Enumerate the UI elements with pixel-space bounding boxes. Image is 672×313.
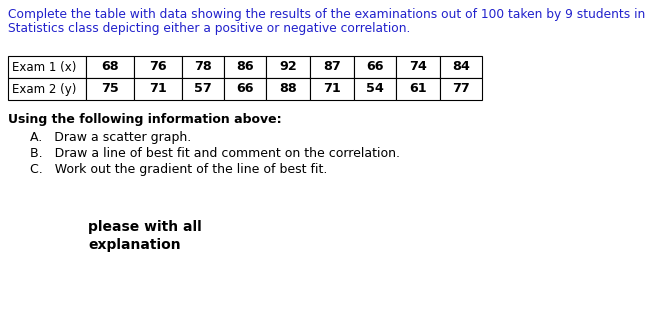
Text: 66: 66 <box>366 60 384 74</box>
Text: 71: 71 <box>149 83 167 95</box>
Bar <box>310 56 354 78</box>
Bar <box>310 78 354 100</box>
Text: 57: 57 <box>194 83 212 95</box>
Bar <box>86 56 134 78</box>
Text: 88: 88 <box>279 83 297 95</box>
Text: 87: 87 <box>323 60 341 74</box>
Text: 61: 61 <box>409 83 427 95</box>
Text: please with all: please with all <box>88 220 202 234</box>
Text: 76: 76 <box>149 60 167 74</box>
Text: Statistics class depicting either a positive or negative correlation.: Statistics class depicting either a posi… <box>8 22 411 35</box>
Bar <box>8 56 86 78</box>
Bar <box>182 56 224 78</box>
Bar <box>266 56 310 78</box>
Text: 68: 68 <box>101 60 119 74</box>
Bar <box>440 78 482 100</box>
Text: 71: 71 <box>323 83 341 95</box>
Text: Exam 2 (y): Exam 2 (y) <box>12 83 77 95</box>
Text: Using the following information above:: Using the following information above: <box>8 113 282 126</box>
Bar <box>354 78 396 100</box>
Text: 78: 78 <box>194 60 212 74</box>
Bar <box>134 56 182 78</box>
Bar <box>86 78 134 100</box>
Text: C.   Work out the gradient of the line of best fit.: C. Work out the gradient of the line of … <box>30 163 327 176</box>
Text: 54: 54 <box>366 83 384 95</box>
Text: 86: 86 <box>236 60 254 74</box>
Bar <box>224 78 266 100</box>
Text: explanation: explanation <box>88 238 181 252</box>
Bar <box>224 56 266 78</box>
Text: 74: 74 <box>409 60 427 74</box>
Bar <box>440 56 482 78</box>
Text: A.   Draw a scatter graph.: A. Draw a scatter graph. <box>30 131 192 144</box>
Text: Exam 1 (x): Exam 1 (x) <box>12 60 77 74</box>
Bar <box>182 78 224 100</box>
Bar <box>266 78 310 100</box>
Text: 77: 77 <box>452 83 470 95</box>
Text: 92: 92 <box>279 60 297 74</box>
Text: 84: 84 <box>452 60 470 74</box>
Bar <box>354 56 396 78</box>
Text: B.   Draw a line of best fit and comment on the correlation.: B. Draw a line of best fit and comment o… <box>30 147 400 160</box>
Text: 66: 66 <box>237 83 254 95</box>
Bar <box>134 78 182 100</box>
Bar <box>8 78 86 100</box>
Bar <box>396 56 440 78</box>
Text: Complete the table with data showing the results of the examinations out of 100 : Complete the table with data showing the… <box>8 8 645 21</box>
Text: 75: 75 <box>101 83 119 95</box>
Bar <box>396 78 440 100</box>
